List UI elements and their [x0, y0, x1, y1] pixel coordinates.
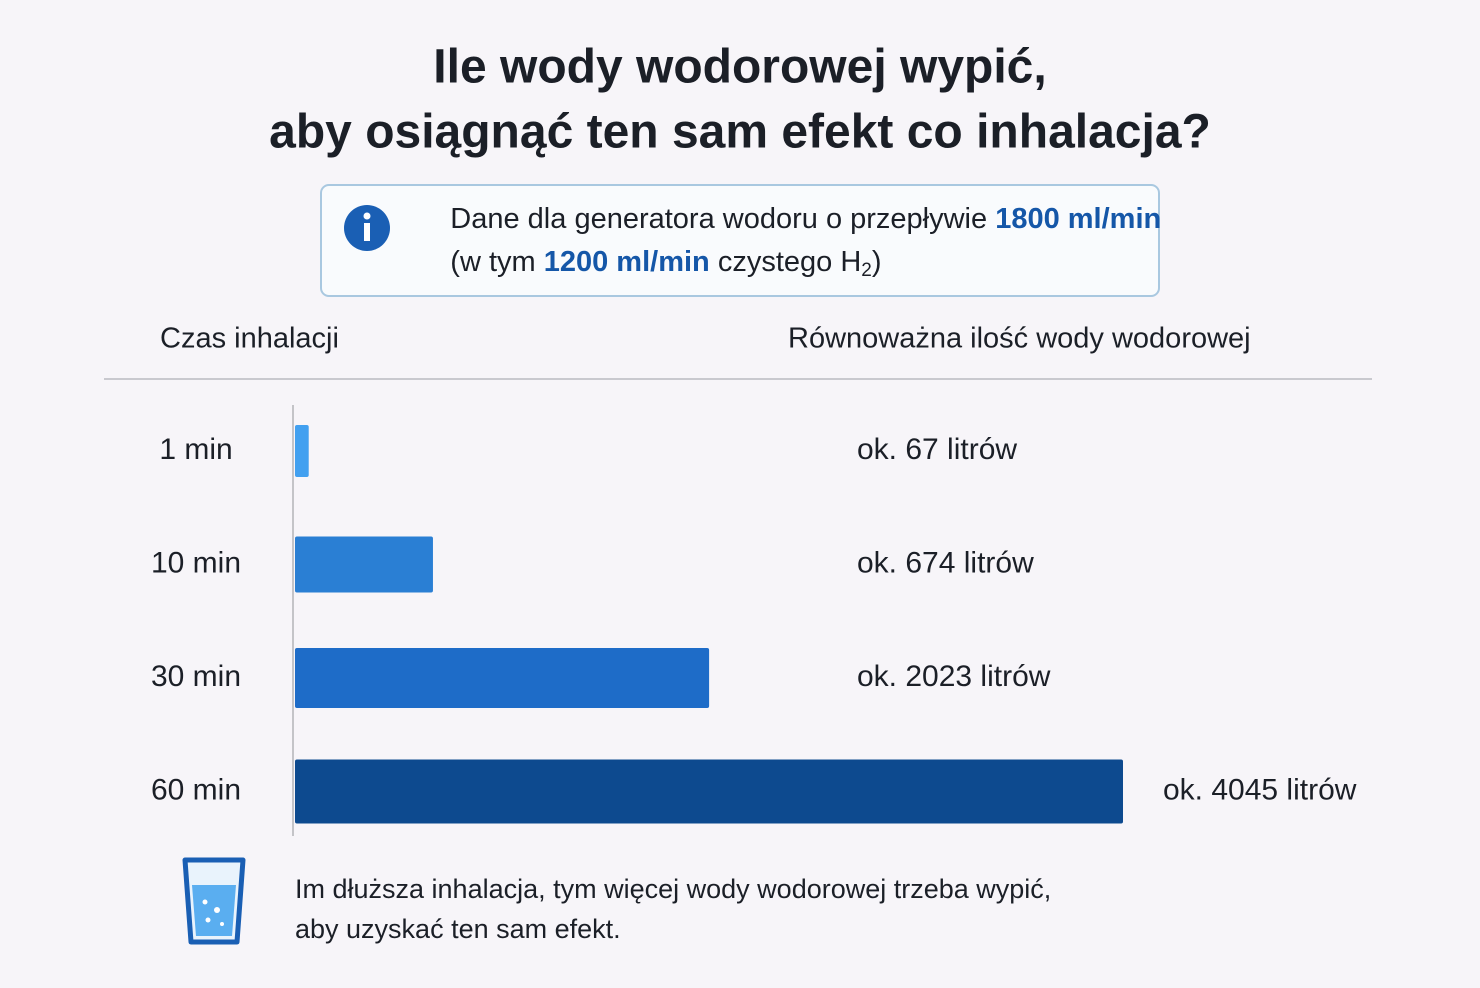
info-text: Dane dla generatora wodoru o przepływie …: [410, 203, 1185, 235]
info-icon: [344, 205, 390, 251]
column-header: Czas inhalacji: [160, 323, 339, 355]
glass-icon: [182, 857, 246, 945]
bar: [295, 425, 309, 477]
info-highlight: 1200 ml/min: [544, 246, 710, 278]
bars: 1 min ok. 67 litrów 10 min ok. 674 litrów 30…: [151, 425, 1357, 824]
bar: [295, 648, 710, 708]
info-text: (w tym 1200 ml/min czystego H2): [410, 246, 906, 281]
value-label: ok. 2023 litrów: [857, 660, 1051, 693]
value-label: ok. 4045 litrów: [1163, 773, 1357, 806]
info-text-part: Dane dla generatora wodoru o przepływie: [450, 203, 995, 235]
info-text-part: (w tym: [450, 246, 543, 278]
info-highlight: 1800 ml/min: [995, 203, 1161, 235]
info-text-part: ): [872, 246, 882, 278]
category-label: 10 min: [151, 546, 241, 579]
value-label: ok. 67 litrów: [857, 433, 1017, 466]
info-box: [320, 184, 1160, 297]
info-text-part: czystego H: [710, 246, 862, 278]
column-header: Równoważna ilość wody wodorowej: [788, 323, 1251, 355]
bar: [295, 759, 1123, 824]
note: Im dłuższa inhalacja, tym więcej wody wo…: [295, 874, 1051, 904]
category-label: 60 min: [151, 773, 241, 806]
chart-title: Ile wody wodorowej wypić,: [433, 41, 1046, 94]
info-subscript: 2: [861, 260, 872, 281]
value-label: ok. 674 litrów: [857, 546, 1034, 579]
bar: [295, 536, 433, 593]
category-label: 1 min: [159, 433, 232, 466]
category-label: 30 min: [151, 660, 241, 693]
chart-title: aby osiągnąć ten sam efekt co inhalacja?: [269, 106, 1211, 159]
note: aby uzyskać ten sam efekt.: [295, 914, 621, 944]
